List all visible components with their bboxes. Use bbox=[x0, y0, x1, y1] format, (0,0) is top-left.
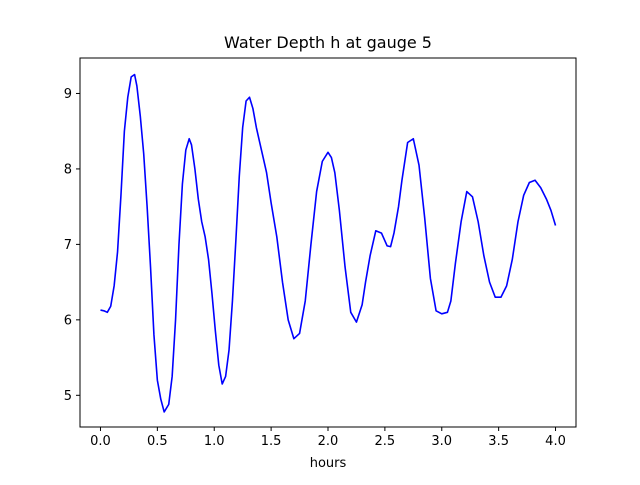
x-axis-title: hours bbox=[310, 456, 347, 471]
y-axis: 5 6 7 8 9 bbox=[64, 87, 80, 404]
x-axis: 0.0 0.5 1.0 1.5 2.0 2.5 3.0 3.5 4.0 bbox=[90, 427, 566, 449]
y-tick-label: 8 bbox=[64, 162, 72, 177]
plot-frame bbox=[79, 57, 577, 428]
series-line-1 bbox=[100, 73, 557, 413]
x-tick-label: 0.0 bbox=[90, 434, 111, 449]
y-tick-label: 5 bbox=[64, 389, 72, 404]
x-tick-label: 2.0 bbox=[318, 434, 339, 449]
x-tick-label: 3.0 bbox=[431, 434, 452, 449]
y-tick-label: 7 bbox=[64, 238, 72, 253]
chart-title: Water Depth h at gauge 5 bbox=[224, 33, 432, 52]
x-tick-label: 4.0 bbox=[545, 434, 566, 449]
y-tick-label: 6 bbox=[64, 313, 72, 328]
y-tick-label: 9 bbox=[64, 87, 72, 102]
x-tick-label: 0.5 bbox=[147, 434, 168, 449]
plot-area bbox=[79, 57, 577, 428]
x-tick-label: 1.5 bbox=[261, 434, 282, 449]
x-tick-label: 3.5 bbox=[488, 434, 509, 449]
x-tick-label: 1.0 bbox=[204, 434, 225, 449]
x-tick-label: 2.5 bbox=[375, 434, 396, 449]
